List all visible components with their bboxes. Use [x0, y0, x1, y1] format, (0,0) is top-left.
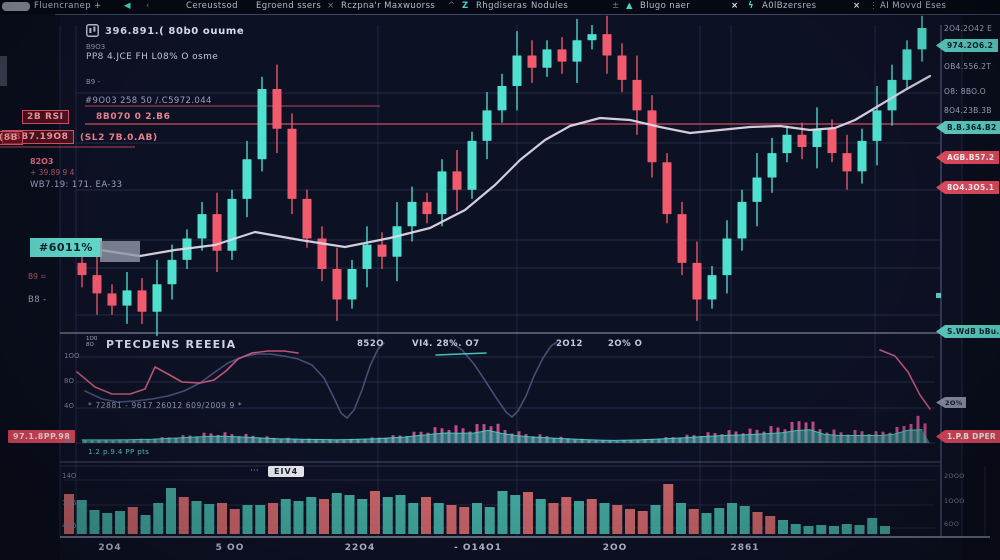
price-axis-item-1: 974.2O6.2: [936, 39, 999, 52]
chart-label-11: B8 -: [28, 295, 47, 305]
volume-tooltip-dots: ···: [250, 466, 259, 476]
chart-label-1: 2B RSI: [22, 110, 69, 124]
chart-label-8: #6011%: [30, 238, 102, 257]
time-axis-tick-4: 2OO: [602, 543, 628, 553]
indicator-header-value-0: 852O: [357, 339, 384, 349]
candlestick-icon: [86, 24, 99, 40]
chart-label-7: WB7.19: 171. EA-33: [30, 180, 123, 190]
indicator-scale-3: 46: [64, 437, 73, 445]
plusminus-icon[interactable]: ±: [612, 1, 620, 11]
ticker-info: 396.891.( 80b0 ouume B9O3 PP8 4.JCE FH L…: [86, 24, 244, 86]
price-axis-item-4: 8O4.23B.3B: [944, 106, 992, 115]
left-gutter: [0, 14, 60, 560]
volume-scale-2: 48O: [62, 522, 77, 530]
volume-scale-1: 7O5: [62, 499, 77, 507]
indicator-header-value-3: 2O% O: [608, 339, 643, 349]
price-axis-item-7: 8O4.3O5.1: [936, 181, 1000, 194]
time-axis-tick-3: - O14O1: [454, 543, 502, 553]
back-icon[interactable]: ◀: [124, 1, 131, 11]
price-axis-item-10: 1.P.B DPER: [936, 430, 1000, 443]
menu-file[interactable]: Fluencranep +: [34, 1, 102, 11]
chart-label-10: B9 =: [28, 272, 47, 281]
time-axis-tick-0: 2O4: [98, 543, 122, 553]
close-icon-1[interactable]: ×: [327, 1, 335, 11]
menu-connected[interactable]: Cereustsod: [186, 1, 238, 11]
menu-analyzers[interactable]: A0lBzersres: [762, 1, 817, 11]
price-axis-item-8: S.WdB bBu.9B: [936, 325, 1000, 338]
indicator-scale-1: 8O: [64, 377, 74, 385]
chart-label-2: 8B070 0 2.B6: [96, 112, 171, 122]
menu-expand[interactable]: Egroend ssers: [256, 1, 322, 11]
close-icon-2[interactable]: ×: [731, 1, 739, 11]
ticker-symbol: 396.891.( 80b0 ouume: [105, 26, 245, 37]
chevron-left-icon[interactable]: ‹: [146, 1, 150, 11]
menu-regular-max[interactable]: Rczpna'r Maxwuorss: [341, 1, 436, 11]
menu-ai-moved[interactable]: AI Movvd Eses: [880, 1, 947, 11]
chart-label-13: [0, 56, 7, 86]
indicator-mini-scale: 1O0 8O: [86, 336, 98, 349]
price-axis-item-9: 2O%: [936, 397, 967, 408]
price-axis-item-11: 2OOO: [944, 472, 965, 480]
indicator-panel[interactable]: [60, 333, 941, 462]
chart-label-4: (SL2 7B.0.AB): [80, 133, 158, 143]
indicator-note-0: * 72881 - 9617 26012 609/2009 9 *: [88, 401, 243, 410]
top-menu-bar: Fluencranep + ◀ ‹ Cereustsod Egroend ssers × R…: [0, 0, 1000, 14]
kebab-icon[interactable]: ⋮: [869, 1, 878, 11]
bolt-icon[interactable]: ϟ: [748, 1, 755, 11]
time-axis-tick-2: 22O4: [344, 543, 376, 553]
indicator-scale-0: 1OO: [64, 352, 80, 360]
ticker-note: B9 -: [86, 78, 101, 86]
volume-scale-0: 14O: [62, 472, 77, 480]
triangle-up-icon[interactable]: ▲: [626, 1, 633, 11]
volume-panel[interactable]: [60, 466, 941, 537]
ticker-change: PP8 4.JCE FH L08% O osme: [86, 52, 219, 62]
menu-separator: [55, 14, 1000, 15]
menu-registers[interactable]: Rhgdiseras: [476, 1, 528, 11]
ticker-sub: B9O3: [86, 43, 106, 51]
price-axis-item-0: 2O4.2O42 E: [944, 24, 993, 33]
chart-label-12: (8B: [0, 131, 24, 145]
menu-modules[interactable]: Nodules: [531, 1, 569, 11]
indicator-scale-2: 4O: [64, 402, 74, 410]
price-axis-item-6: AGB.B57.2: [936, 151, 1000, 164]
chart-label-9: [100, 241, 140, 262]
chart-label-6: + 39.89 9 4: [30, 168, 75, 177]
indicator-note-1: 1.2 p.9.4 PP pts: [88, 448, 150, 456]
time-axis-tick-5: 2861: [730, 543, 760, 553]
time-axis-tick-1: 5 OO: [215, 543, 245, 553]
price-axis-item-12: 1OOO: [944, 497, 965, 505]
volume-tooltip-chip: EIV4: [268, 466, 305, 477]
chart-label-5: 82O3: [30, 157, 54, 166]
price-axis-item-5: B.B.364.B2: [936, 121, 1000, 134]
zigzag-icon[interactable]: Z: [462, 1, 469, 11]
chart-label-0: #9O03 258 50 /.C5972.044: [85, 96, 212, 106]
close-icon-3[interactable]: ×: [853, 1, 861, 11]
price-axis-item-3: O8: 8BO.O: [944, 87, 986, 96]
app-logo[interactable]: [2, 2, 30, 11]
caret-icon[interactable]: ^: [448, 1, 456, 11]
price-axis-item-2: OB4.556.2T: [944, 62, 992, 71]
menu-bingo[interactable]: Blugo naer: [640, 1, 691, 11]
indicator-header-value-1: VI4. 28%. O7: [412, 339, 480, 349]
chart-label-14: 97.1.8PP.98: [8, 430, 76, 443]
indicator-header-value-2: 2O12: [556, 339, 583, 349]
price-axis-item-13: 6OO: [944, 520, 960, 528]
right-gutter: [962, 14, 1000, 560]
indicator-title: PTECDENS REEEIA: [106, 338, 237, 351]
